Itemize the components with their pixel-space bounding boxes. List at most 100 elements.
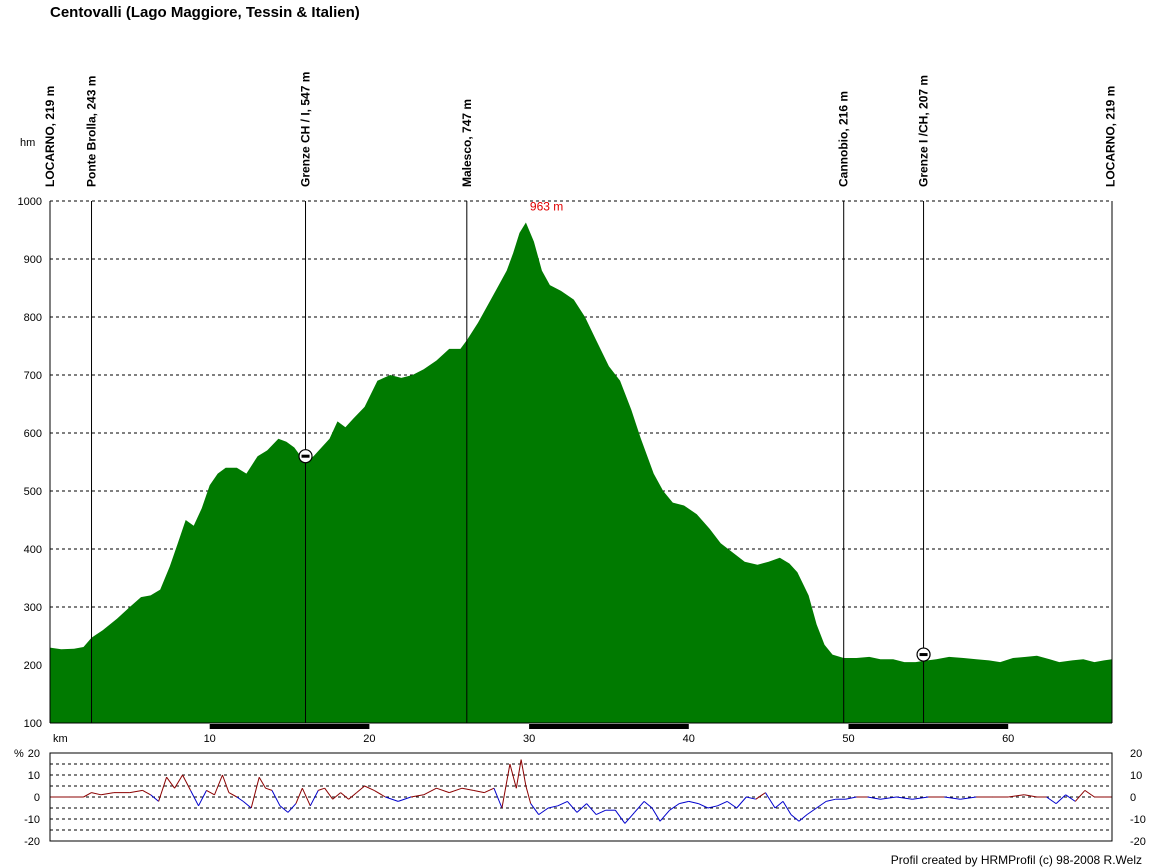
- gradient-segment: [493, 788, 503, 809]
- gradient-segment: [356, 785, 365, 793]
- gradient-segment: [1024, 794, 1038, 798]
- gradient-segment: [688, 800, 699, 805]
- border-bar: [919, 653, 928, 657]
- gradient-segment: [83, 792, 92, 798]
- gradient-segment: [765, 792, 776, 809]
- gradient-segment: [484, 787, 495, 794]
- credit-text: Profil created by HRMProfil (c) 98-2008 …: [890, 853, 1142, 867]
- gradient-segment: [182, 774, 191, 791]
- peak-label: 963 m: [530, 199, 563, 213]
- waypoint-label: Ponte Brolla, 243 m: [85, 76, 99, 187]
- y-tick-label: 200: [24, 660, 42, 672]
- y-tick-label: 500: [24, 486, 42, 498]
- y-tick-label: 700: [24, 370, 42, 382]
- gradient-segment: [473, 789, 485, 794]
- gradient-segment: [332, 792, 341, 800]
- gradient-segment: [198, 790, 207, 807]
- gradient-tick-right: 20: [1130, 748, 1142, 760]
- gradient-segment: [1046, 796, 1057, 805]
- gradient-frame: [49, 752, 1113, 842]
- gradient-segment: [190, 790, 199, 807]
- gradient-tick-right: 10: [1130, 770, 1142, 782]
- elevation-profile-area: [50, 222, 1112, 723]
- waypoint-label: LOCARNO, 219 m: [1103, 86, 1117, 187]
- waypoint-label: Cannobio, 216 m: [837, 91, 851, 187]
- gradient-segment: [301, 787, 311, 807]
- gradient-segment: [373, 789, 386, 798]
- y-tick-label: 800: [24, 312, 42, 324]
- gradient-segment: [250, 777, 260, 809]
- gradient-segment: [348, 792, 357, 800]
- gradient-segment: [698, 803, 709, 809]
- waypoint-labels: LOCARNO, 219 m Ponte Brolla, 243 m Grenze …: [43, 72, 1117, 187]
- gradient-segment: [806, 807, 817, 816]
- x-tick-label: 40: [683, 733, 695, 745]
- gradient-segment: [586, 803, 597, 815]
- gradient-segment: [525, 785, 532, 804]
- y-tick-label: 600: [24, 428, 42, 440]
- gradient-segment: [774, 801, 784, 809]
- x-tick-label: 60: [1002, 733, 1014, 745]
- gradient-segment: [790, 814, 800, 822]
- y-axis-label: hm: [20, 137, 35, 149]
- gradient-tick-left: 10: [28, 770, 40, 782]
- gradient-segment: [634, 801, 645, 813]
- gradient-tick-right: 0: [1130, 792, 1136, 804]
- gradient-segment: [1084, 789, 1095, 798]
- gradient-segment: [287, 803, 297, 813]
- gradient-segment: [436, 787, 450, 794]
- x-tick-label: 30: [523, 733, 535, 745]
- gradient-segment: [423, 787, 437, 796]
- gradient-segment: [242, 801, 252, 809]
- gradient-segment: [279, 805, 289, 813]
- gradient-segment: [515, 759, 522, 789]
- gradient-segment: [364, 785, 375, 791]
- gradient-tick-left: 0: [34, 792, 40, 804]
- elevation-axes: 100 200 300 400 500 600 700 800 900 1000: [18, 196, 1113, 730]
- gradient-segment: [736, 796, 747, 809]
- gradient-segment: [595, 809, 606, 816]
- gradient-segment: [912, 796, 929, 800]
- gradient-segment: [826, 798, 836, 802]
- gradient-segment: [798, 814, 808, 822]
- gradient-segment: [222, 774, 230, 793]
- x-tick-label: 50: [842, 733, 854, 745]
- gradient-segment: [174, 774, 183, 789]
- gradient-segment: [385, 796, 399, 802]
- waypoint-label: LOCARNO, 219 m: [43, 86, 57, 187]
- gradient-tick-right: -10: [1130, 814, 1146, 826]
- gradient-segment: [309, 790, 319, 807]
- border-crossing-icon: [916, 647, 931, 662]
- gradient-segment: [717, 800, 728, 807]
- gradient-grid: [50, 763, 1112, 831]
- gradient-segment: [548, 805, 558, 809]
- gradient-segment: [1055, 794, 1067, 804]
- gradient-segment: [295, 788, 303, 804]
- gradient-segment: [410, 794, 424, 798]
- gradient-segment: [324, 787, 334, 800]
- gradient-segment: [960, 796, 977, 800]
- y-tick-label: 300: [24, 602, 42, 614]
- gradient-segment: [669, 803, 680, 811]
- gradient-segment: [707, 805, 718, 809]
- gradient-segment: [651, 807, 661, 822]
- gradient-segment: [1074, 790, 1086, 802]
- gradient-segment: [271, 790, 281, 807]
- gradient-segment: [624, 812, 635, 824]
- gradient-segment: [944, 796, 961, 800]
- gradient-segment: [129, 789, 143, 794]
- gradient-segment: [880, 796, 897, 800]
- gradient-segment: [150, 794, 159, 802]
- gradient-tick-right: -20: [1130, 836, 1146, 848]
- waypoint-label: Grenze I /CH, 207 m: [917, 75, 931, 187]
- gradient-segment: [228, 792, 238, 798]
- border-crossing-icons: [298, 449, 931, 662]
- gradient-segment: [782, 801, 792, 815]
- scale-bar-segment: [529, 724, 689, 729]
- gradient-segment: [845, 796, 857, 800]
- gradient-y-axis-label: %: [14, 748, 24, 760]
- gradient-tick-left: 20: [28, 748, 40, 760]
- gradient-segment: [576, 803, 587, 813]
- gradient-segment: [265, 787, 273, 791]
- border-bar: [301, 454, 310, 458]
